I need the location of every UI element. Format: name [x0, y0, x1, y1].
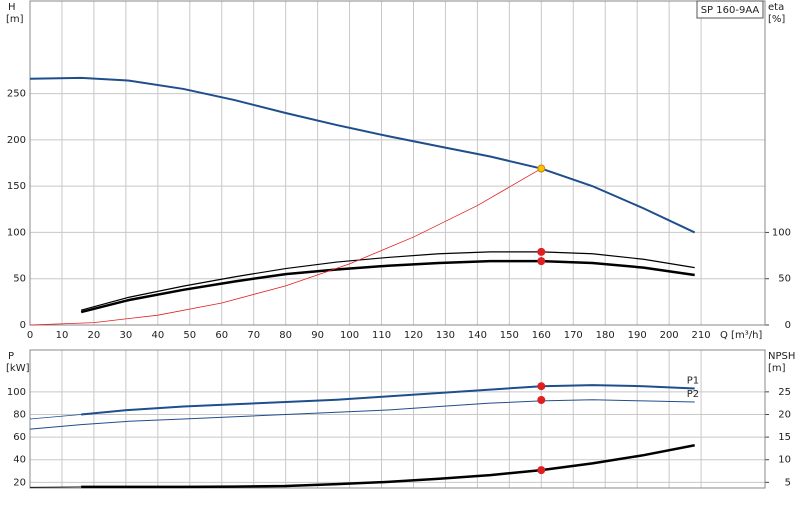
y-tick-label: 20 — [13, 477, 26, 488]
x-tick-label: 150 — [500, 330, 519, 341]
y2-tick-label: 100 — [772, 227, 791, 238]
y-axis-label: H — [8, 2, 16, 13]
y-tick-label: 200 — [7, 135, 26, 146]
curve — [81, 444, 695, 489]
x-tick-label: 210 — [692, 330, 711, 341]
duty-point — [537, 247, 546, 256]
duty-point — [537, 395, 546, 404]
y-tick-label: 80 — [13, 409, 26, 420]
badge: SP 160-9AA — [701, 5, 760, 16]
curve — [80, 259, 695, 314]
plot-frame — [29, 0, 766, 326]
y2-tick-label: 20 — [778, 409, 791, 420]
curve-label: P1 — [687, 375, 699, 386]
y-axis-label: P — [8, 351, 14, 362]
x-tick-label: 90 — [311, 330, 324, 341]
duty-point — [537, 466, 546, 475]
x-tick-label: 10 — [56, 330, 69, 341]
y2-tick-label: 10 — [778, 455, 791, 466]
x-tick-label: 120 — [404, 330, 423, 341]
x-tick-label: 40 — [151, 330, 164, 341]
y-axis-unit: [kW] — [6, 363, 30, 374]
curve — [29, 168, 542, 326]
duty-point — [537, 257, 546, 266]
duty-point — [537, 382, 546, 391]
x-tick-label: 170 — [564, 330, 583, 341]
y2-tick-label: 15 — [778, 432, 791, 443]
curve — [29, 76, 696, 234]
x-tick-label: 190 — [628, 330, 647, 341]
x-tick-label: 20 — [88, 330, 101, 341]
y-tick-label: 60 — [13, 432, 26, 443]
x-axis-label: Q [m³/h] — [720, 330, 762, 341]
plot-area — [30, 1, 765, 325]
duty-point — [537, 164, 546, 173]
x-tick-label: 110 — [372, 330, 391, 341]
x-tick-label: 60 — [215, 330, 228, 341]
badge-box — [696, 0, 764, 19]
y2-tick-label: 0 — [785, 320, 791, 331]
y-tick-label: 100 — [7, 387, 26, 398]
y-tick-label: 40 — [13, 455, 26, 466]
curve — [81, 384, 695, 416]
x-tick-label: 160 — [532, 330, 551, 341]
y2-tick-label: 25 — [778, 387, 791, 398]
y2-axis-label: NPSH — [768, 351, 795, 362]
x-tick-label: 50 — [183, 330, 196, 341]
y2-axis-unit: [m] — [768, 363, 786, 374]
y2-tick-label: 5 — [785, 477, 791, 488]
x-tick-label: 70 — [247, 330, 260, 341]
curve — [80, 251, 695, 311]
y-tick-label: 0 — [20, 320, 26, 331]
y-tick-label: 150 — [7, 181, 26, 192]
plot-area — [30, 350, 765, 488]
y2-tick-label: 50 — [778, 274, 791, 285]
x-tick-label: 30 — [120, 330, 133, 341]
x-tick-label: 130 — [436, 330, 455, 341]
x-tick-label: 100 — [340, 330, 359, 341]
y-tick-label: 100 — [7, 227, 26, 238]
x-tick-label: 0 — [27, 330, 33, 341]
x-tick-label: 140 — [468, 330, 487, 341]
x-tick-label: 180 — [596, 330, 615, 341]
y-tick-label: 50 — [13, 274, 26, 285]
x-tick-label: 200 — [660, 330, 679, 341]
y2-axis-label: eta — [768, 2, 784, 13]
curve — [29, 414, 82, 420]
y-axis-unit: [m] — [6, 14, 24, 25]
curve — [29, 399, 695, 430]
y2-axis-unit: [%] — [768, 14, 785, 25]
x-tick-label: 80 — [279, 330, 292, 341]
y-tick-label: 250 — [7, 89, 26, 100]
curve-label: P2 — [687, 389, 699, 400]
